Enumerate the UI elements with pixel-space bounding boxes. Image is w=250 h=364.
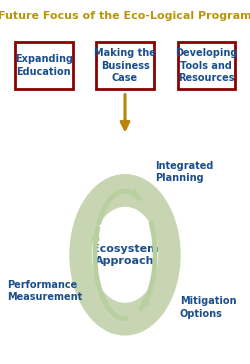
FancyBboxPatch shape	[96, 42, 154, 89]
Circle shape	[70, 175, 180, 335]
FancyBboxPatch shape	[15, 42, 72, 89]
Text: Integrated
Planning: Integrated Planning	[155, 161, 214, 183]
Circle shape	[92, 207, 158, 302]
FancyBboxPatch shape	[178, 42, 235, 89]
Text: Expanding
Education: Expanding Education	[15, 54, 73, 77]
Text: Mitigation
Options: Mitigation Options	[180, 296, 236, 319]
Text: Developing
Tools and
Resources: Developing Tools and Resources	[175, 48, 238, 83]
Text: Making the
Business
Case: Making the Business Case	[94, 48, 156, 83]
Text: Performance
Measurement: Performance Measurement	[8, 280, 83, 302]
Text: Ecosystem
Approach: Ecosystem Approach	[92, 244, 158, 266]
Text: Future Focus of the Eco-Logical Program: Future Focus of the Eco-Logical Program	[0, 11, 250, 21]
